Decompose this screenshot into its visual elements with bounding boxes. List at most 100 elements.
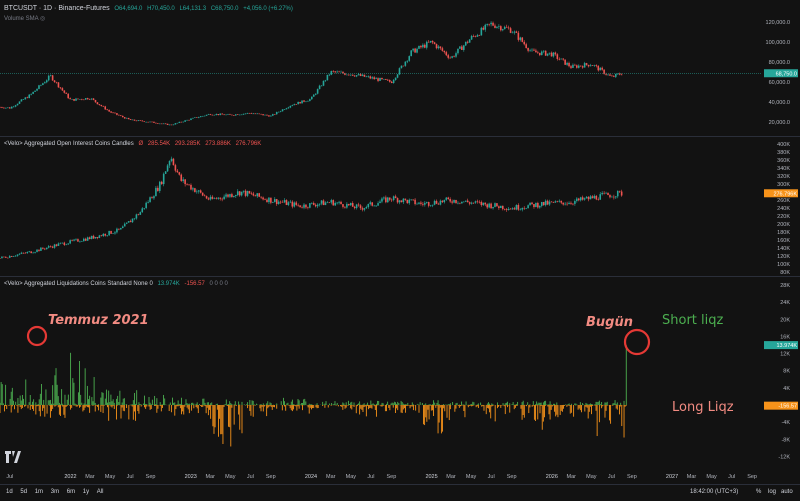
price-candle bbox=[231, 114, 233, 116]
timeframe-1d[interactable]: 1d bbox=[6, 489, 13, 495]
oi-candle bbox=[340, 201, 342, 205]
oi-candle bbox=[542, 201, 545, 206]
price-candle bbox=[287, 107, 290, 109]
price-candle bbox=[79, 99, 81, 100]
highlight-circle-2021 bbox=[26, 325, 48, 347]
price-candle bbox=[353, 75, 356, 77]
oi-candle bbox=[591, 196, 594, 199]
timeframe-1m[interactable]: 1m bbox=[34, 489, 44, 495]
price-candle bbox=[398, 68, 401, 75]
log-toggle[interactable]: log bbox=[768, 489, 777, 495]
oi-candle bbox=[572, 203, 574, 205]
pane-divider-1[interactable] bbox=[0, 136, 800, 137]
percent-toggle[interactable]: % bbox=[756, 489, 762, 495]
oi-candle bbox=[373, 205, 375, 207]
price-candle bbox=[67, 93, 70, 99]
price-candle bbox=[433, 42, 436, 45]
oi-candle bbox=[244, 190, 247, 196]
oi-candle bbox=[616, 190, 619, 197]
oi-candle bbox=[77, 239, 79, 242]
oi-candle bbox=[201, 192, 204, 196]
oi-candle bbox=[203, 195, 206, 197]
price-candle bbox=[125, 117, 128, 119]
price-candle bbox=[188, 119, 190, 121]
price-candle bbox=[459, 46, 461, 49]
x-tick-label: 2024 bbox=[305, 474, 317, 480]
liq-title: <Velo> Aggregated Liquidations Coins Sta… bbox=[4, 281, 153, 287]
oi-candle bbox=[303, 204, 305, 208]
timeframe-5d[interactable]: 5d bbox=[20, 489, 28, 495]
oi-y-tick: 360K bbox=[777, 158, 790, 164]
price-candle bbox=[603, 69, 605, 74]
oi-candle bbox=[367, 203, 370, 208]
price-candle bbox=[242, 113, 245, 115]
price-candle bbox=[141, 120, 144, 122]
oi-candle bbox=[164, 171, 167, 174]
price-last-badge bbox=[764, 69, 798, 78]
oi-candle bbox=[488, 203, 490, 208]
clock[interactable]: 18:42:00 (UTC+3) bbox=[690, 489, 739, 495]
symbol-legend: BTCUSDT · 1D · Binance-Futures O64,694.0… bbox=[4, 5, 296, 12]
price-candle bbox=[289, 105, 292, 108]
oi-candle bbox=[363, 208, 366, 210]
oi-candle bbox=[494, 203, 496, 207]
chart-canvas[interactable]: 20,000.0 40,000.0 60,000.0 80,000.0 100,000.… bbox=[0, 0, 800, 484]
price-candle bbox=[577, 65, 580, 68]
price-candle bbox=[611, 75, 613, 77]
price-candle bbox=[498, 26, 500, 27]
oi-candle bbox=[63, 242, 66, 245]
timeframe-all[interactable]: All bbox=[96, 489, 104, 495]
price-candle bbox=[539, 52, 541, 56]
price-candle bbox=[461, 46, 463, 50]
oi-candle bbox=[613, 196, 615, 198]
oi-candle bbox=[285, 200, 288, 205]
liq-y-tick: 12K bbox=[780, 352, 790, 358]
auto-toggle[interactable]: auto bbox=[781, 489, 793, 495]
oi-candle bbox=[129, 221, 132, 223]
price-candle bbox=[369, 76, 372, 79]
oi-candle bbox=[383, 197, 385, 199]
oi-title: <Velo> Aggregated Open Interest Coins Ca… bbox=[4, 141, 134, 147]
oi-candle bbox=[583, 198, 586, 200]
oi-candle bbox=[240, 191, 243, 196]
oi-candle bbox=[281, 201, 284, 203]
volume-legend[interactable]: Volume SMA ◎ bbox=[4, 15, 45, 22]
x-tick-label: May bbox=[466, 474, 477, 480]
oi-y-tick: 120K bbox=[777, 254, 790, 260]
tradingview-logo[interactable] bbox=[4, 450, 22, 464]
price-candle bbox=[408, 56, 411, 61]
price-candle bbox=[371, 77, 374, 79]
price-candle bbox=[375, 78, 377, 80]
price-candle bbox=[445, 52, 448, 56]
oi-candle bbox=[429, 205, 432, 207]
price-candle bbox=[217, 114, 220, 115]
oi-candle bbox=[404, 198, 407, 200]
price-y-tick: 100,000.0 bbox=[766, 40, 790, 46]
price-candle bbox=[320, 85, 323, 87]
price-candle bbox=[496, 26, 498, 28]
eye-icon[interactable]: ◎ bbox=[40, 16, 46, 22]
oi-candle bbox=[396, 198, 399, 203]
price-candle bbox=[318, 85, 321, 90]
oi-candle bbox=[425, 202, 428, 203]
oi-candle bbox=[221, 198, 223, 200]
price-candle bbox=[501, 29, 504, 31]
x-tick-label: 2025 bbox=[425, 474, 437, 480]
price-candle bbox=[260, 113, 262, 115]
ohlc-high: H70,450.0 bbox=[147, 6, 175, 12]
oi-candle bbox=[94, 236, 97, 239]
oi-candle bbox=[480, 201, 483, 206]
price-candle bbox=[525, 44, 527, 48]
price-candle bbox=[400, 65, 403, 69]
pane-divider-2[interactable] bbox=[0, 276, 800, 277]
price-candle bbox=[143, 121, 146, 122]
oi-candle bbox=[90, 235, 93, 240]
oi-candle bbox=[357, 204, 360, 206]
timeframe-1y[interactable]: 1y bbox=[82, 489, 90, 495]
timeframe-6m[interactable]: 6m bbox=[66, 489, 76, 495]
price-candle bbox=[272, 114, 274, 116]
timeframe-3m[interactable]: 3m bbox=[50, 489, 60, 495]
oi-candle bbox=[515, 204, 518, 210]
price-candle bbox=[535, 50, 537, 53]
price-candle bbox=[531, 49, 533, 51]
